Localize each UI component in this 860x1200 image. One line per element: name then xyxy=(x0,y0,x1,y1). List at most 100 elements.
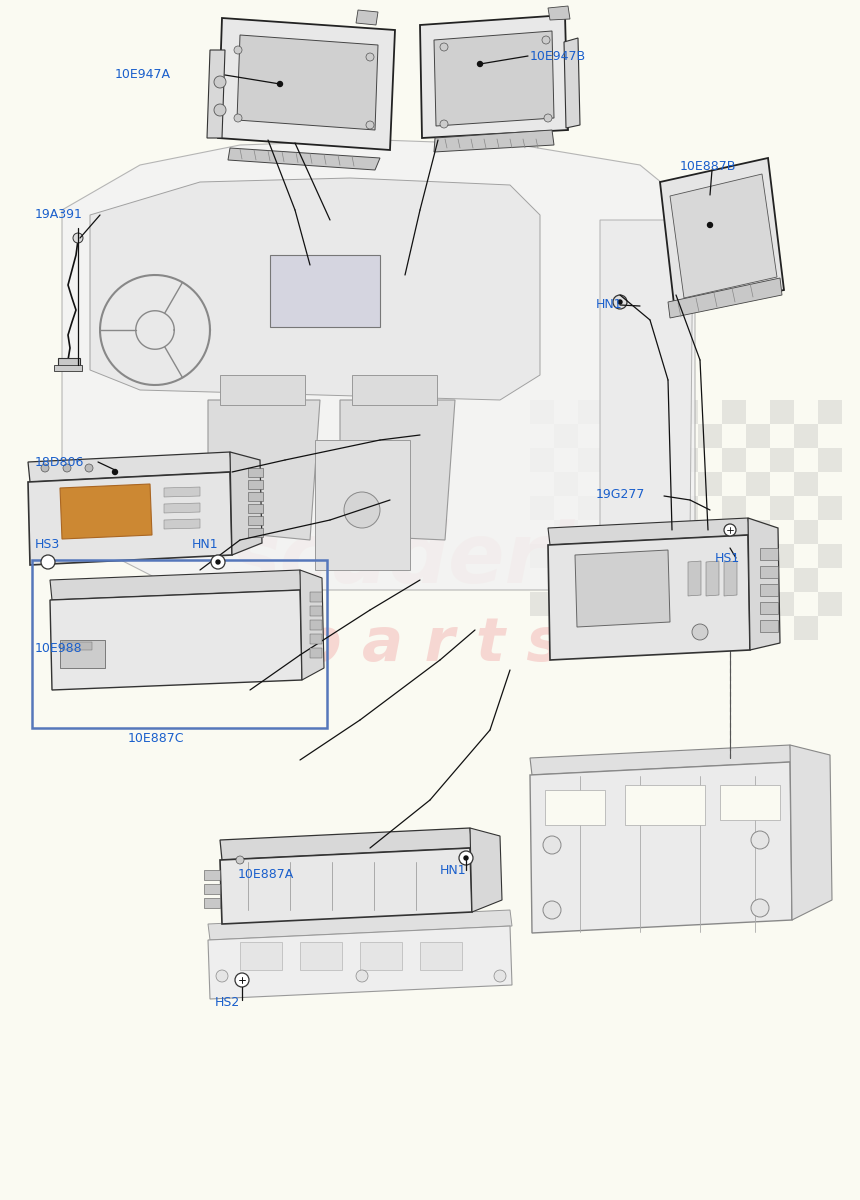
Bar xyxy=(530,496,554,520)
Bar xyxy=(650,616,674,640)
Text: 10E887B: 10E887B xyxy=(680,160,736,173)
Circle shape xyxy=(440,43,448,50)
Bar xyxy=(760,602,778,614)
Text: 19A391: 19A391 xyxy=(35,209,83,222)
Polygon shape xyxy=(220,828,472,860)
Text: 10E947A: 10E947A xyxy=(115,68,171,82)
Bar xyxy=(310,620,322,630)
Bar xyxy=(248,480,263,490)
Bar xyxy=(770,592,794,616)
Text: 18D806: 18D806 xyxy=(35,456,84,468)
Circle shape xyxy=(543,836,561,854)
Polygon shape xyxy=(356,10,378,25)
Circle shape xyxy=(356,970,368,982)
Polygon shape xyxy=(434,31,554,126)
Polygon shape xyxy=(208,926,512,998)
Bar xyxy=(650,520,674,544)
Circle shape xyxy=(440,120,448,128)
Text: 10E887C: 10E887C xyxy=(128,732,185,744)
Polygon shape xyxy=(164,487,200,497)
Polygon shape xyxy=(50,570,302,600)
Text: 10E887A: 10E887A xyxy=(238,868,294,881)
Bar xyxy=(270,254,380,326)
Circle shape xyxy=(234,114,242,122)
Polygon shape xyxy=(688,560,701,596)
Bar xyxy=(818,592,842,616)
Bar xyxy=(248,492,263,502)
Bar xyxy=(626,592,650,616)
Bar xyxy=(315,440,410,570)
Bar xyxy=(818,544,842,568)
Bar xyxy=(698,616,722,640)
Circle shape xyxy=(41,554,55,569)
Circle shape xyxy=(41,464,49,472)
Circle shape xyxy=(724,524,736,536)
Bar xyxy=(818,400,842,424)
Bar xyxy=(674,544,698,568)
Polygon shape xyxy=(790,745,832,920)
Bar xyxy=(720,785,780,820)
Circle shape xyxy=(464,856,468,860)
Polygon shape xyxy=(660,158,784,313)
Circle shape xyxy=(214,76,226,88)
Circle shape xyxy=(494,970,506,982)
Bar xyxy=(204,870,220,880)
Polygon shape xyxy=(670,174,777,298)
Bar xyxy=(794,616,818,640)
Bar xyxy=(770,496,794,520)
Bar xyxy=(760,584,778,596)
Polygon shape xyxy=(575,550,670,626)
Polygon shape xyxy=(340,400,455,540)
Bar xyxy=(760,566,778,578)
Bar xyxy=(420,942,462,970)
Bar xyxy=(626,544,650,568)
Bar xyxy=(248,516,263,526)
Bar xyxy=(578,592,602,616)
Circle shape xyxy=(692,624,708,640)
Circle shape xyxy=(85,464,93,472)
Bar xyxy=(760,620,778,632)
Bar xyxy=(698,424,722,448)
Bar xyxy=(310,648,322,658)
Polygon shape xyxy=(207,50,225,138)
Bar xyxy=(818,448,842,472)
Circle shape xyxy=(544,114,552,122)
Bar xyxy=(770,544,794,568)
Bar xyxy=(310,634,322,644)
Bar xyxy=(602,520,626,544)
Text: p a r t s: p a r t s xyxy=(297,616,563,674)
Circle shape xyxy=(708,222,712,228)
Bar xyxy=(578,448,602,472)
Circle shape xyxy=(278,82,282,86)
Bar xyxy=(602,616,626,640)
Text: HN1: HN1 xyxy=(596,299,623,312)
Bar xyxy=(554,472,578,496)
Polygon shape xyxy=(164,503,200,514)
Polygon shape xyxy=(28,452,232,482)
Circle shape xyxy=(73,233,83,242)
Polygon shape xyxy=(300,570,324,680)
Text: HS3: HS3 xyxy=(35,539,60,552)
Bar xyxy=(32,560,327,728)
Bar xyxy=(746,472,770,496)
Circle shape xyxy=(63,464,71,472)
Bar xyxy=(554,424,578,448)
Bar xyxy=(545,790,605,826)
Bar xyxy=(578,544,602,568)
Bar xyxy=(746,520,770,544)
Bar xyxy=(310,606,322,616)
Bar xyxy=(626,496,650,520)
Circle shape xyxy=(235,973,249,986)
Circle shape xyxy=(214,104,226,116)
Bar xyxy=(674,400,698,424)
Bar xyxy=(204,884,220,894)
Circle shape xyxy=(216,560,220,564)
Polygon shape xyxy=(548,6,570,20)
Bar xyxy=(794,424,818,448)
Bar xyxy=(530,448,554,472)
Polygon shape xyxy=(208,400,320,540)
Circle shape xyxy=(459,851,473,865)
Polygon shape xyxy=(564,38,580,128)
Bar xyxy=(530,400,554,424)
Bar xyxy=(530,592,554,616)
